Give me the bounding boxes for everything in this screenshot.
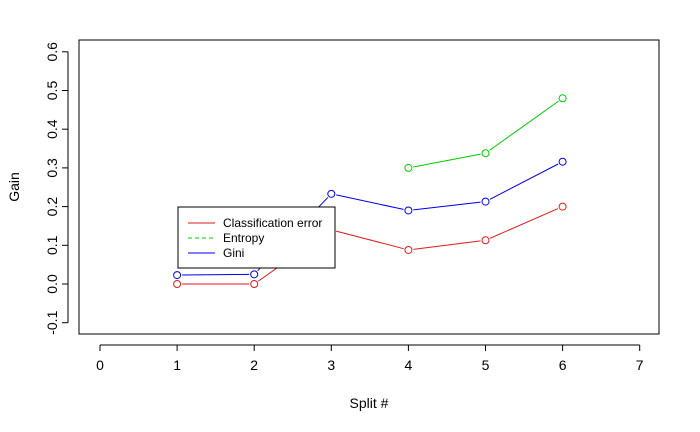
series-segment [182, 273, 250, 276]
y-axis: -0.1 0.0 0.1 0.2 0.3 0.4 0.5 0.6 [44, 42, 69, 335]
series-gini [173, 157, 567, 280]
data-point [173, 271, 182, 280]
x-tick-label: 0 [96, 357, 104, 373]
legend-label: Gini [223, 246, 244, 260]
data-point [481, 236, 490, 245]
y-tick-label: 0.0 [44, 274, 60, 294]
series-segment [489, 163, 559, 200]
data-point [558, 94, 567, 103]
data-point [250, 280, 259, 288]
y-tick-label: 0.6 [44, 42, 60, 62]
series-segment [489, 100, 559, 151]
data-point [404, 206, 413, 215]
series-segment [336, 194, 404, 210]
legend-label: Classification error [223, 216, 322, 230]
legend-label: Entropy [223, 231, 264, 245]
x-tick-label: 3 [327, 357, 335, 373]
plot-area [78, 39, 660, 335]
x-tick-label: 6 [559, 357, 567, 373]
data-point [404, 163, 413, 172]
data-point [481, 149, 490, 158]
x-tick-label: 2 [250, 357, 258, 373]
data-point [558, 202, 567, 211]
series-entropy [404, 94, 567, 172]
data-point [481, 197, 490, 206]
series-segment [413, 153, 481, 168]
x-tick-label: 7 [636, 357, 644, 373]
x-axis-title: Split # [350, 395, 389, 411]
y-tick-label: 0.3 [44, 158, 60, 178]
data-point [327, 189, 336, 198]
data-point [404, 245, 413, 254]
data-point [173, 280, 182, 288]
data-point [250, 270, 259, 279]
y-tick-label: 0.2 [44, 197, 60, 217]
data-point [558, 157, 567, 166]
x-axis: 0 1 2 3 4 5 6 7 [96, 344, 644, 373]
x-tick-label: 4 [405, 357, 413, 373]
series-segment [413, 201, 481, 211]
y-axis-title: Gain [6, 172, 22, 202]
y-tick-label: 0.5 [44, 81, 60, 101]
x-tick-label: 1 [173, 357, 181, 373]
y-tick-label: 0.1 [44, 235, 60, 255]
series-segment [489, 208, 559, 239]
y-tick-label: 0.4 [44, 119, 60, 139]
series-segment [413, 240, 481, 250]
x-tick-label: 5 [482, 357, 490, 373]
series-segment [336, 230, 404, 250]
y-tick-label: -0.1 [44, 310, 60, 334]
